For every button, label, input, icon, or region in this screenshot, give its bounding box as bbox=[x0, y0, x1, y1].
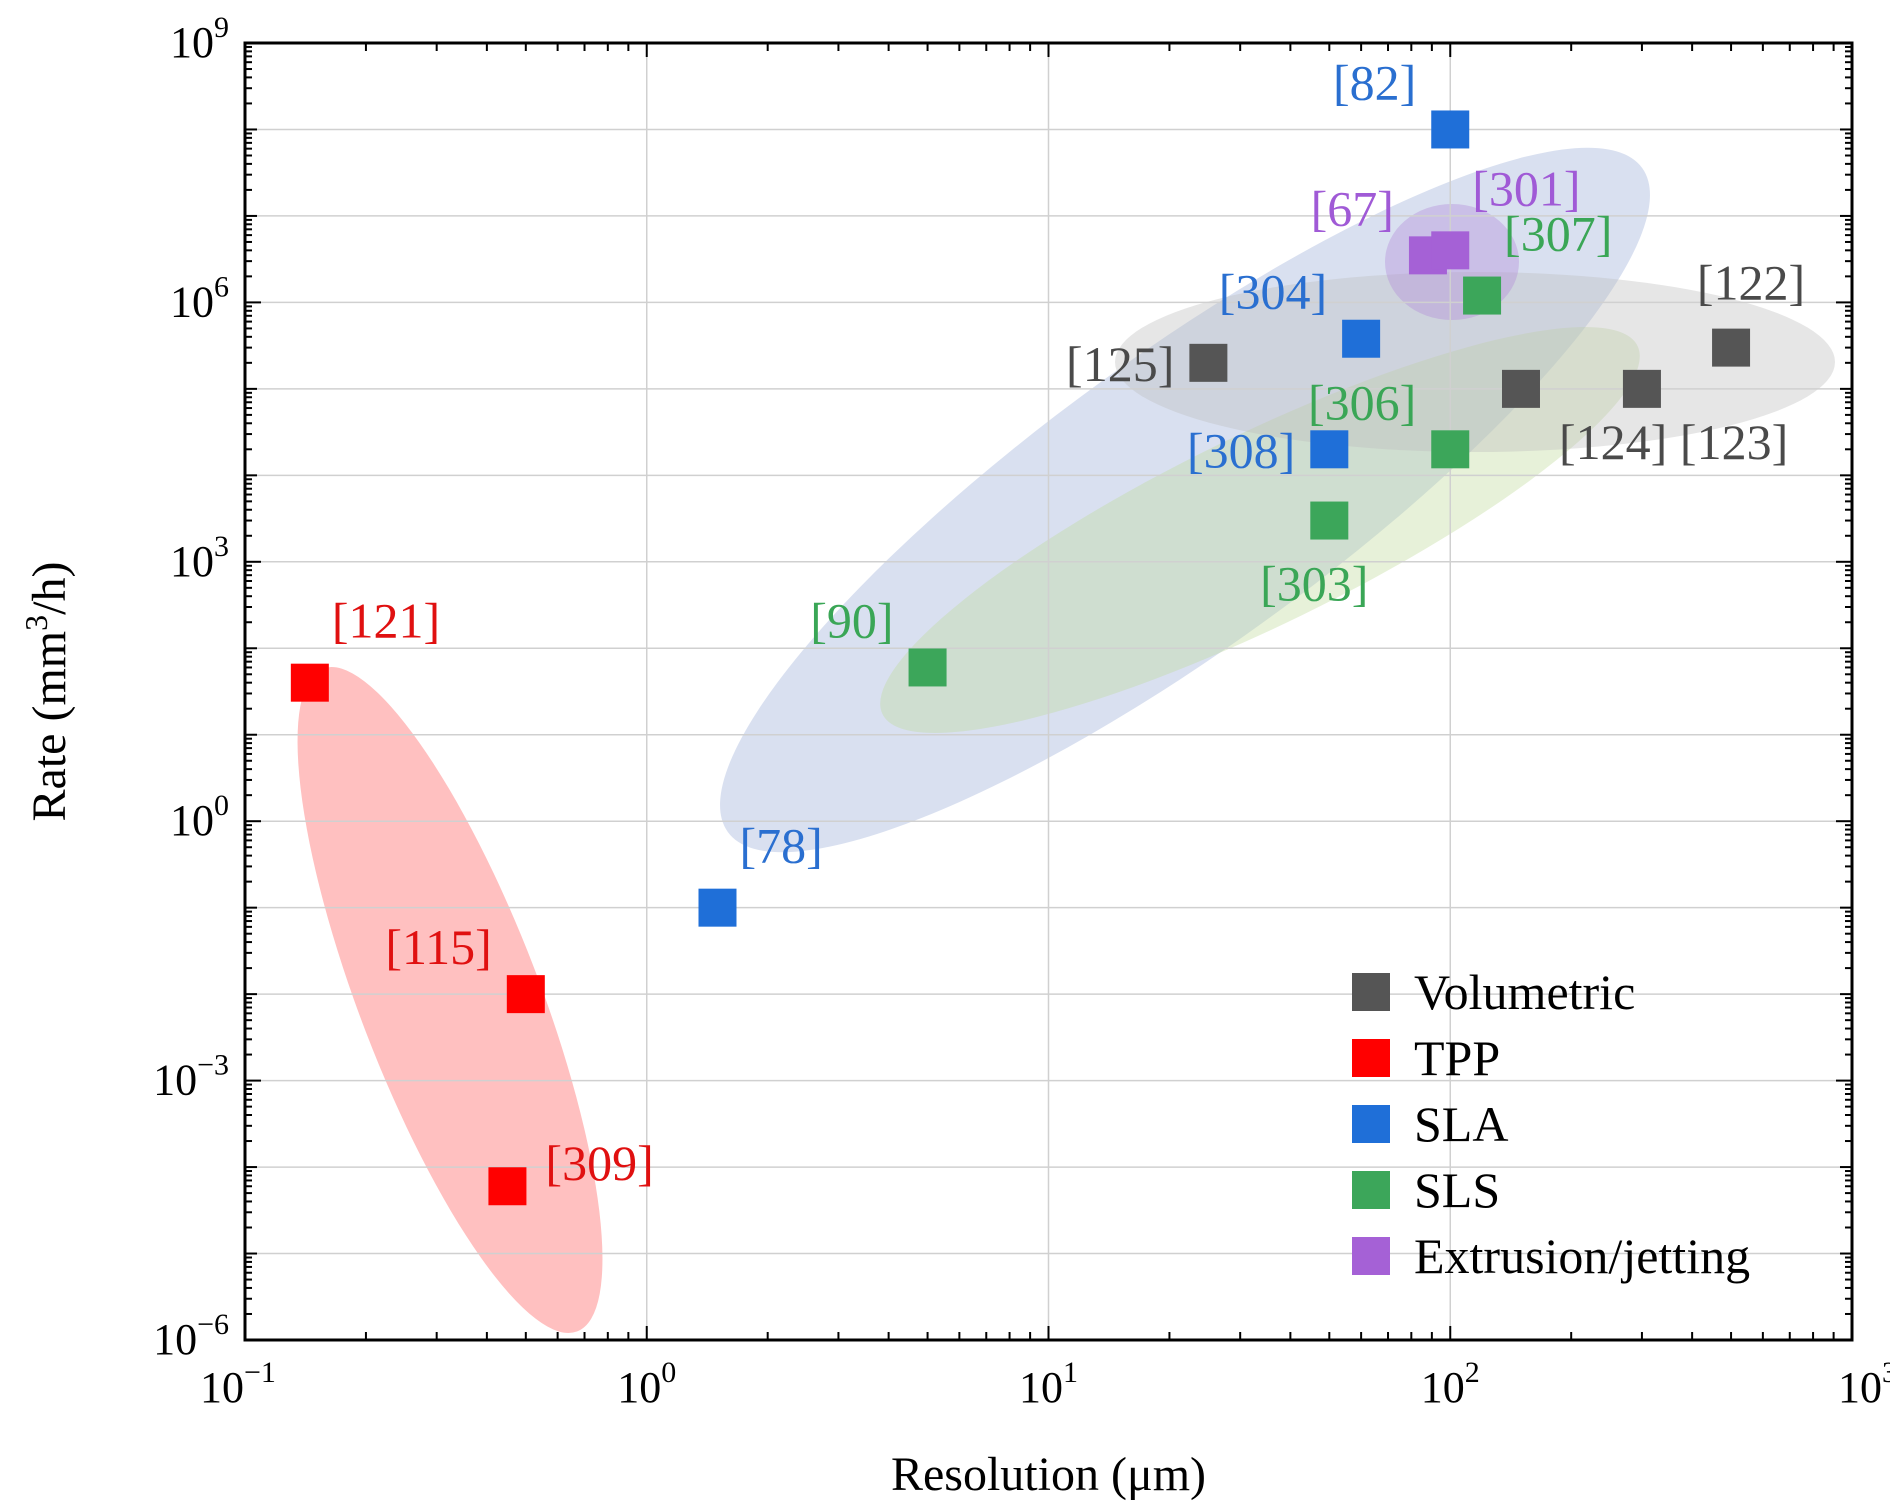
y-tick-label: 100 bbox=[170, 789, 229, 845]
point-label: [303] bbox=[1260, 556, 1368, 612]
y-tick-label: 109 bbox=[170, 11, 229, 67]
marker-tpp bbox=[488, 1167, 527, 1206]
marker-sls bbox=[1431, 430, 1470, 469]
point-label: [309] bbox=[545, 1135, 653, 1191]
marker-volumetric bbox=[1622, 369, 1661, 408]
point-label: [304] bbox=[1219, 264, 1327, 320]
marker-sla bbox=[1310, 430, 1349, 469]
y-tick-label: 10−3 bbox=[153, 1049, 229, 1105]
data-points bbox=[290, 110, 1751, 1206]
marker-sls bbox=[1463, 276, 1502, 315]
x-tick-label: 102 bbox=[1421, 1356, 1480, 1412]
marker-extrusion-jetting bbox=[1431, 231, 1470, 270]
x-tick-label: 101 bbox=[1019, 1356, 1078, 1412]
point-label: [301] bbox=[1472, 160, 1580, 216]
legend-swatch bbox=[1352, 1039, 1390, 1077]
marker-tpp bbox=[290, 663, 329, 702]
y-tick-label: 10−6 bbox=[153, 1308, 229, 1364]
y-tick-label: 103 bbox=[170, 530, 229, 586]
axes: 10−1 100 101 102 103 10−6 10−3 100 103 106 109 bbox=[153, 11, 1890, 1412]
marker-volumetric bbox=[1712, 328, 1751, 367]
x-axis-title: Resolution (μm) bbox=[891, 1448, 1206, 1501]
legend-label: SLS bbox=[1414, 1162, 1500, 1218]
legend-label: Volumetric bbox=[1414, 964, 1635, 1020]
point-label: [78] bbox=[739, 818, 822, 874]
legend: Volumetric TPP SLA SLS Extrusion/jetting bbox=[1352, 964, 1750, 1284]
point-label: [123] bbox=[1680, 414, 1788, 470]
legend-swatch bbox=[1352, 1171, 1390, 1209]
marker-sla bbox=[1431, 110, 1470, 149]
x-tick-label: 10−1 bbox=[200, 1356, 276, 1412]
point-label: [306] bbox=[1308, 374, 1416, 430]
point-label: [124] bbox=[1559, 414, 1667, 470]
marker-sla bbox=[698, 888, 737, 927]
point-label: [82] bbox=[1333, 54, 1416, 110]
x-tick-label: 100 bbox=[617, 1356, 676, 1412]
marker-volumetric bbox=[1501, 369, 1540, 408]
legend-label: TPP bbox=[1414, 1030, 1500, 1086]
marker-tpp bbox=[506, 975, 545, 1014]
point-label: [308] bbox=[1187, 422, 1295, 478]
point-label: [115] bbox=[385, 919, 491, 975]
region-sla bbox=[720, 147, 1650, 853]
y-tick-label: 106 bbox=[170, 270, 229, 326]
legend-label: SLA bbox=[1414, 1096, 1508, 1152]
point-label: [90] bbox=[810, 592, 893, 648]
region-tpp bbox=[297, 667, 603, 1333]
marker-volumetric bbox=[1189, 343, 1228, 382]
legend-swatch bbox=[1352, 1237, 1390, 1275]
marker-sls bbox=[1310, 501, 1349, 540]
x-tick-label: 103 bbox=[1838, 1356, 1890, 1412]
legend-swatch bbox=[1352, 1105, 1390, 1143]
point-label: [122] bbox=[1697, 255, 1805, 311]
point-label: [121] bbox=[332, 593, 440, 649]
legend-label: Extrusion/jetting bbox=[1414, 1228, 1750, 1284]
point-label: [125] bbox=[1066, 336, 1174, 392]
point-label: [67] bbox=[1311, 180, 1394, 236]
legend-swatch bbox=[1352, 973, 1390, 1011]
point-annotations: [125] [122] [124] [123] [121] [115] [309] [78] [… bbox=[332, 54, 1805, 1191]
point-label: [307] bbox=[1504, 206, 1612, 262]
y-axis-title: Rate (mm3/h) bbox=[18, 562, 76, 822]
marker-sla bbox=[1342, 319, 1381, 358]
marker-sls bbox=[908, 648, 947, 687]
